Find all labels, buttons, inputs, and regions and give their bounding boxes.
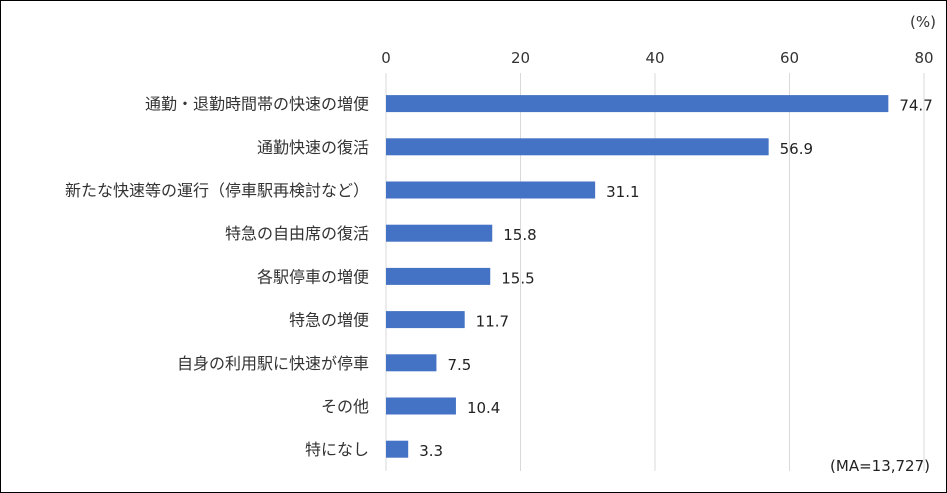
data-label: 15.5: [501, 269, 534, 287]
data-label: 56.9: [780, 140, 813, 158]
x-tick-label: 80: [914, 49, 933, 67]
bar: [386, 311, 465, 329]
bar: [386, 138, 769, 156]
data-label: 15.8: [503, 226, 536, 244]
category-label: 特急の増便: [289, 311, 369, 330]
data-label: 10.4: [467, 399, 500, 417]
x-tick-label: 40: [645, 49, 664, 67]
unit-label: (%): [910, 13, 936, 31]
data-label: 31.1: [606, 183, 639, 201]
bar: [386, 354, 437, 372]
bar: [386, 440, 409, 458]
category-label: その他: [321, 397, 369, 416]
bar: [386, 181, 596, 199]
bar: [386, 224, 493, 242]
bar: [386, 95, 889, 113]
data-label: 7.5: [447, 356, 471, 374]
category-label: 各駅停車の増便: [257, 267, 369, 286]
x-tick-label: 0: [381, 49, 391, 67]
data-label: 11.7: [476, 313, 509, 331]
bar: [386, 267, 491, 285]
category-label: 特になし: [305, 440, 369, 459]
category-label: 通勤・退勤時間帯の快速の増便: [145, 95, 369, 114]
category-label: 通勤快速の復活: [257, 138, 369, 157]
data-label: 3.3: [419, 442, 443, 460]
sample-size-note: (MA=13,727): [830, 457, 930, 475]
x-tick-label: 20: [511, 49, 530, 67]
category-label: 特急の自由席の復活: [225, 224, 369, 243]
x-tick-label: 60: [780, 49, 799, 67]
category-label: 新たな快速等の運行（停車駅再検討など）: [65, 181, 369, 200]
bar: [386, 397, 456, 415]
category-label: 自身の利用駅に快速が停車: [177, 354, 369, 373]
data-label: 74.7: [899, 97, 932, 115]
